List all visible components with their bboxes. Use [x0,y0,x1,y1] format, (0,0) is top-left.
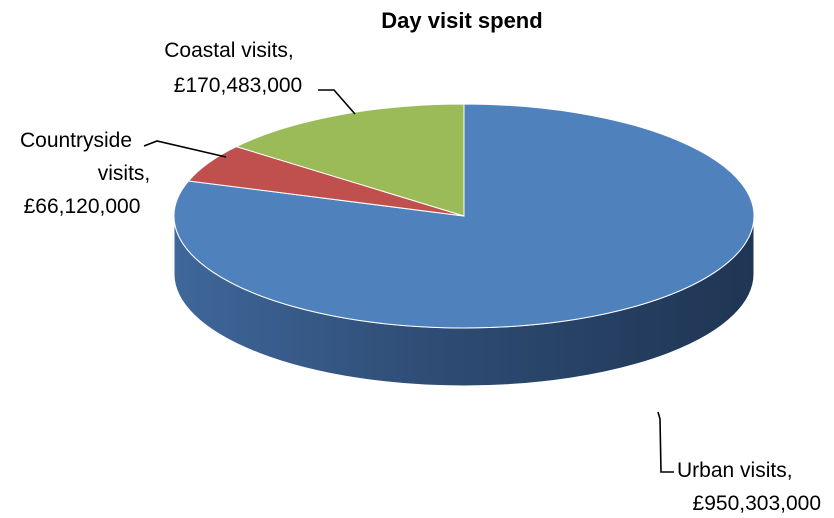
coastal-label-line2: £170,483,000 [174,74,302,97]
urban-label: Urban visits, £950,303,000 [677,459,821,515]
countryside-label: Countryside visits, £66,120,000 [20,129,150,218]
countryside-label-line3: £66,120,000 [24,195,141,218]
coastal-label: Coastal visits, £170,483,000 [164,39,302,97]
urban-leader-line [657,411,674,473]
pie-slices [173,103,755,329]
chart-title: Day visit spend [381,8,542,33]
coastal-label-line1: Coastal visits, [164,39,294,62]
countryside-label-line2: visits, [98,162,151,185]
countryside-label-line1: Countryside [20,129,132,152]
countryside-leader-line [143,140,227,158]
pie-slice-coastal-visits [235,103,465,217]
urban-label-line1: Urban visits, [677,459,793,482]
urban-label-line2: £950,303,000 [693,492,821,515]
pie-body [173,103,755,387]
coastal-leader-line [318,89,356,115]
